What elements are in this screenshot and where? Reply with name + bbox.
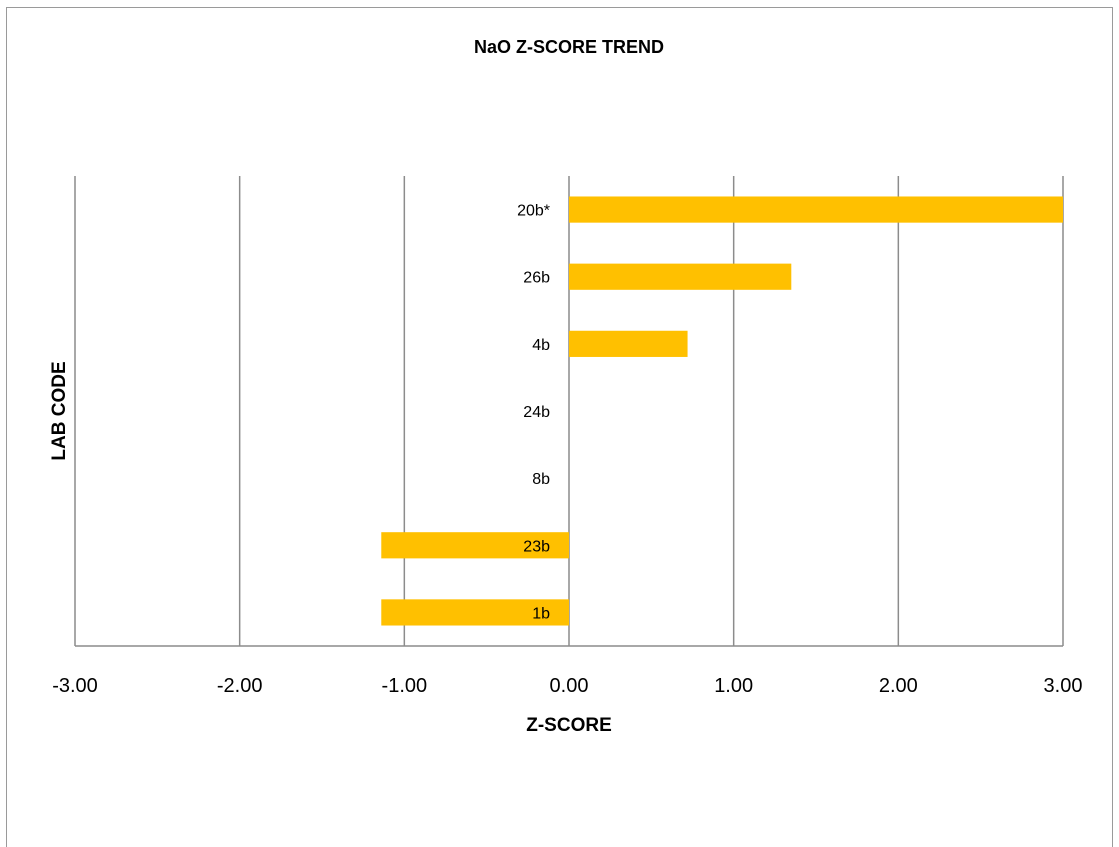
category-label: 23b bbox=[523, 538, 550, 555]
chart-frame bbox=[6, 7, 1113, 847]
bar bbox=[569, 330, 688, 357]
category-label: 8b bbox=[532, 471, 550, 488]
x-axis-title: Z-SCORE bbox=[526, 715, 612, 736]
chart-title: NaO Z-SCORE TREND bbox=[474, 37, 664, 57]
category-label: 26b bbox=[523, 270, 550, 287]
x-tick-label: 2.00 bbox=[879, 675, 918, 697]
x-tick-labels: -3.00 -2.00 -1.00 0.00 1.00 2.00 3.00 bbox=[52, 675, 1082, 697]
x-tick-label: -2.00 bbox=[217, 675, 263, 697]
category-labels: 20b* 26b 4b 24b 8b 23b 1b bbox=[517, 203, 550, 623]
x-tick-label: 0.00 bbox=[550, 675, 589, 697]
gridlines bbox=[74, 176, 1064, 647]
category-label: 20b* bbox=[517, 203, 550, 220]
bar bbox=[569, 263, 792, 290]
bar bbox=[381, 532, 569, 559]
category-label: 1b bbox=[532, 605, 550, 622]
bars bbox=[381, 196, 1063, 626]
x-tick-label: -1.00 bbox=[382, 675, 428, 697]
bar bbox=[569, 196, 1063, 223]
bar bbox=[381, 599, 569, 626]
x-tick-label: 1.00 bbox=[714, 675, 753, 697]
x-tick-label: 3.00 bbox=[1044, 675, 1083, 697]
category-label: 4b bbox=[532, 337, 550, 354]
x-tick-label: -3.00 bbox=[52, 675, 98, 697]
y-axis-title: LAB CODE bbox=[49, 361, 70, 460]
category-label: 24b bbox=[523, 404, 550, 421]
